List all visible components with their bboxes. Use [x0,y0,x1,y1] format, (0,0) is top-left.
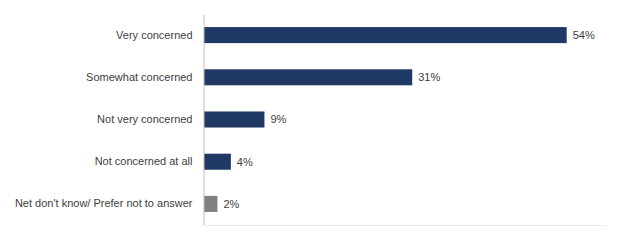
tick: Not very concerned [97,113,192,125]
tick: Net don't know/ Prefer not to answer [15,197,193,209]
bars [204,27,567,212]
bar [204,27,567,43]
bar [204,196,217,212]
tick-label: Not very concerned [97,113,192,125]
tick: Somewhat concerned [86,71,192,83]
data-label: 54% [573,29,595,41]
tick: Not concerned at all [95,155,193,167]
bar [204,111,264,127]
tick-label: Somewhat concerned [86,71,192,83]
data-label: 2% [223,198,239,210]
axis-line [204,15,205,226]
data-label: 31% [418,71,440,83]
data-label: 9% [270,113,286,125]
data-label: 4% [237,156,253,168]
category-axis: Very concerned Somewhat concerned Not very… [15,15,204,226]
tick-label: Net don't know/ Prefer not to answer [15,197,193,209]
chart: Very concerned Somewhat concerned Not very… [0,0,624,239]
bar [204,154,231,170]
bar [204,69,412,85]
data-labels: 54% 31% 9% 4% 2% [223,29,595,210]
tick-label: Very concerned [116,29,192,41]
tick: Very concerned [116,29,192,41]
value-axis-line [204,225,607,226]
tick-label: Not concerned at all [95,155,193,167]
